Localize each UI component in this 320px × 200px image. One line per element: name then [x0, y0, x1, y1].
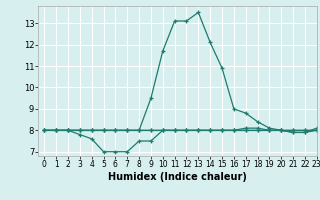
X-axis label: Humidex (Indice chaleur): Humidex (Indice chaleur): [108, 172, 247, 182]
